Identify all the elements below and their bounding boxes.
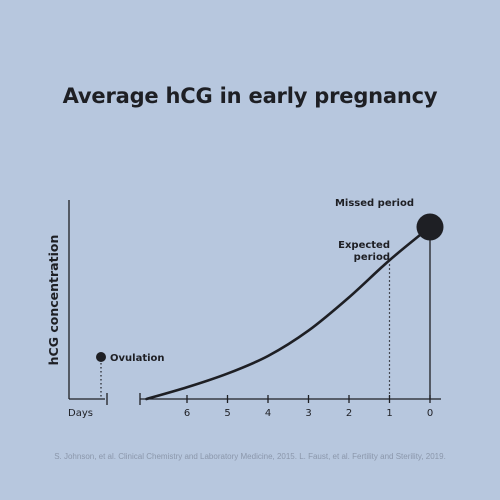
x-tick-label: 1: [386, 408, 392, 419]
ovulation-dot: [96, 352, 106, 362]
expected-period-label-line1: Expected: [338, 240, 390, 251]
x-ticks: 6 5 4 3 2 1 0: [184, 395, 433, 419]
x-tick-label: 3: [305, 408, 311, 419]
x-tick-label: 6: [184, 408, 190, 419]
x-axis-label: Days: [68, 408, 93, 419]
hcg-curve: [145, 225, 432, 401]
y-axis-label: hCG concentration: [46, 235, 61, 366]
x-tick-label: 4: [265, 408, 271, 419]
missed-period-label: Missed period: [335, 198, 414, 209]
x-tick-label: 0: [427, 408, 433, 419]
source-citation: S. Johnson, et al. Clinical Chemistry an…: [54, 452, 446, 461]
expected-period-label-line2: period: [354, 252, 390, 263]
ovulation-label: Ovulation: [110, 353, 165, 364]
chart-title: Average hCG in early pregnancy: [62, 84, 438, 108]
x-tick-label: 5: [224, 408, 230, 419]
x-tick-label: 2: [346, 408, 352, 419]
missed-period-dot: [416, 213, 444, 241]
